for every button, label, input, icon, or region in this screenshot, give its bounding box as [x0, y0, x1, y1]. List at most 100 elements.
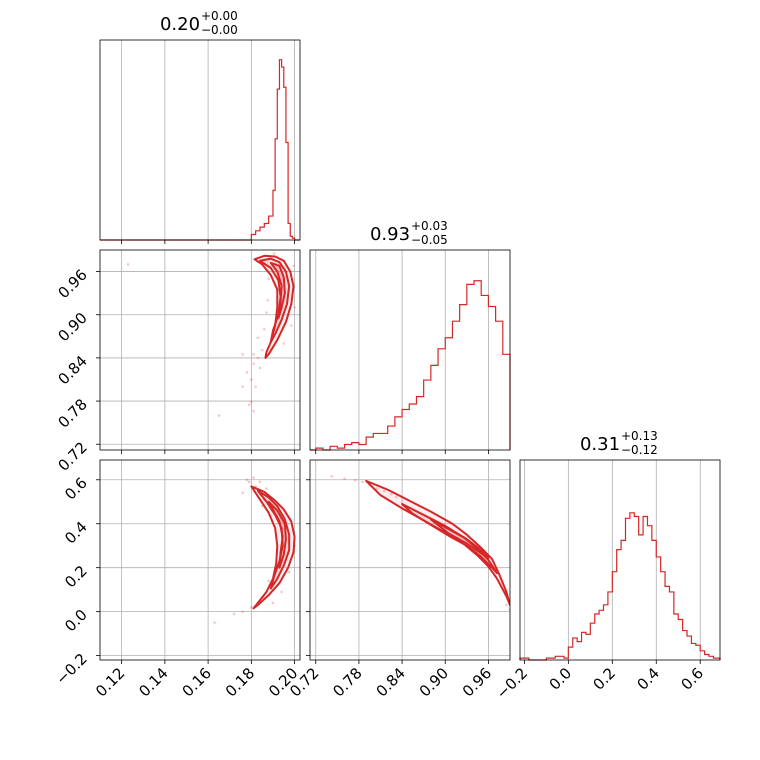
- ytick-label-2: 0.0: [61, 606, 91, 636]
- sample-point: [252, 409, 255, 413]
- param-title-2: 0.31: [580, 434, 620, 455]
- sample-point: [217, 414, 221, 417]
- ytick-label-1: 0.78: [54, 395, 90, 431]
- contour-level-2: [269, 261, 286, 320]
- sample-point: [256, 356, 260, 360]
- sample-point: [267, 277, 270, 281]
- xtick-label-0: 0.16: [179, 664, 215, 700]
- sample-point: [389, 492, 393, 496]
- ytick-label-1: 0.72: [54, 438, 90, 474]
- sample-point: [290, 324, 293, 327]
- sample-point: [241, 385, 245, 388]
- param-title-1: 0.93: [370, 224, 410, 245]
- xtick-label-1: 0.84: [373, 664, 409, 700]
- sample-point: [254, 385, 257, 388]
- param-err-minus-2: −0.12: [621, 443, 658, 457]
- sample-point: [263, 327, 266, 331]
- sample-point: [260, 348, 264, 352]
- histogram-steps: [310, 280, 511, 451]
- sample-point: [126, 263, 130, 266]
- sample-point: [247, 480, 251, 484]
- panel-frame: [519, 459, 721, 661]
- sample-point: [282, 342, 286, 345]
- param-err-plus-2: +0.13: [621, 429, 658, 443]
- xtick-label-2: 0.0: [546, 664, 576, 694]
- ytick-label-1: 0.84: [54, 352, 90, 388]
- panel-frame: [99, 249, 301, 451]
- sample-point: [252, 476, 255, 479]
- sample-point: [252, 362, 255, 365]
- histogram-panel-1: 0.93 +0.03−0.05: [309, 219, 511, 451]
- sample-point: [280, 590, 283, 594]
- ytick-label-2: 0.2: [61, 562, 91, 592]
- sample-point: [265, 487, 268, 490]
- sample-point: [505, 603, 508, 607]
- panel-frame: [99, 459, 301, 661]
- xtick-label-1: 0.96: [459, 664, 495, 700]
- sample-point: [232, 612, 236, 616]
- param-err-minus-0: −0.00: [201, 23, 238, 37]
- sample-point: [241, 353, 245, 356]
- sample-point: [292, 264, 295, 268]
- sample-point: [354, 478, 357, 482]
- ytick-label-1: 0.96: [54, 266, 90, 302]
- xtick-label-1: 0.90: [416, 664, 452, 700]
- panel-frame: [309, 249, 511, 451]
- contour-layer: [330, 475, 510, 611]
- sample-point: [287, 570, 291, 574]
- contour-level-1: [401, 502, 499, 575]
- histogram-steps: [519, 512, 721, 661]
- xtick-label-2: 0.6: [677, 664, 707, 694]
- sample-point: [245, 371, 249, 374]
- sample-point: [382, 489, 386, 493]
- ytick-label-2: 0.4: [61, 518, 91, 548]
- sample-point: [250, 605, 253, 609]
- sample-point: [241, 491, 245, 495]
- param-err-plus-1: +0.03: [411, 219, 448, 233]
- sample-point: [343, 477, 346, 480]
- xtick-label-0: 0.18: [222, 664, 258, 700]
- sample-point: [395, 495, 398, 499]
- xtick-label-0: 0.14: [135, 664, 171, 700]
- sample-point: [271, 601, 275, 605]
- sample-point: [330, 475, 333, 478]
- xtick-label-2: −0.2: [493, 664, 531, 702]
- param-err-plus-0: +0.00: [201, 9, 238, 23]
- contour-panel-1-2: [309, 459, 511, 661]
- sample-point: [250, 400, 253, 404]
- sample-point: [361, 480, 364, 484]
- contour-level-2: [267, 500, 287, 569]
- sample-point: [250, 378, 253, 381]
- param-title-0: 0.20: [160, 14, 200, 35]
- contour-layer: [126, 252, 296, 417]
- contour-level-2: [429, 518, 490, 559]
- sample-point: [266, 299, 269, 302]
- histogram-steps: [100, 59, 300, 241]
- sample-point: [258, 366, 262, 370]
- param-err-minus-1: −0.05: [411, 233, 448, 247]
- xtick-label-2: 0.4: [633, 664, 663, 694]
- ytick-label-1: 0.90: [54, 309, 90, 345]
- sample-point: [245, 478, 249, 482]
- sample-point: [256, 336, 260, 340]
- sample-point: [265, 311, 268, 314]
- sample-point: [241, 610, 245, 613]
- sample-point: [247, 403, 251, 406]
- sample-point: [272, 252, 276, 255]
- xtick-label-0: 0.12: [92, 664, 128, 700]
- sample-point: [252, 353, 255, 356]
- ytick-label-2: 0.6: [61, 474, 91, 504]
- panel-frame: [99, 39, 301, 241]
- xtick-label-1: 0.78: [329, 664, 365, 700]
- ytick-label-2: −0.2: [52, 650, 90, 688]
- xtick-label-2: 0.2: [590, 664, 620, 694]
- sample-point: [258, 480, 262, 484]
- contour-level-1: [259, 257, 291, 344]
- panel-frame: [309, 459, 511, 661]
- sample-point: [267, 579, 270, 583]
- sample-point: [213, 621, 216, 624]
- sample-point: [293, 306, 296, 309]
- sample-point: [375, 487, 379, 490]
- histogram-panel-0: 0.20 +0.00−0.00: [99, 9, 301, 241]
